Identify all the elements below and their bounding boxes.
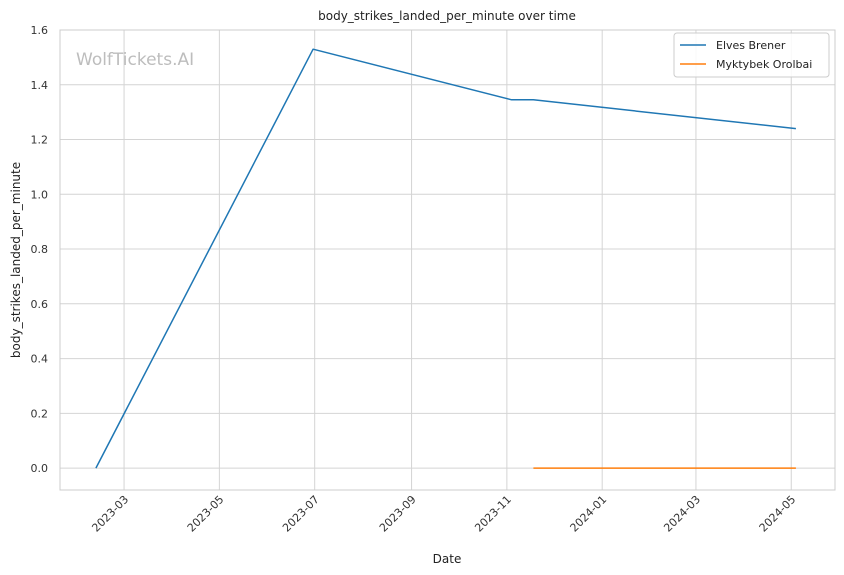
y-axis-title: body_strikes_landed_per_minute — [9, 162, 23, 358]
legend-box — [673, 32, 830, 78]
chart-title: body_strikes_landed_per_minute over time — [318, 9, 576, 23]
plot-frame — [59, 29, 836, 491]
y-tick-label: 1.6 — [31, 24, 49, 37]
series-layer — [95, 48, 796, 469]
legend-label-1: Elves Brener — [716, 39, 786, 52]
y-axis-ticks: 0.0 0.2 0.4 0.6 0.8 1.0 1.2 1.4 1.6 — [31, 24, 49, 475]
y-tick-label: 1.0 — [31, 188, 49, 201]
y-tick-label: 0.2 — [31, 407, 49, 420]
series-line-1 — [95, 48, 796, 469]
y-tick-label: 0.6 — [31, 298, 49, 311]
watermark: WolfTickets.AI — [76, 50, 194, 70]
y-tick-label: 1.4 — [31, 79, 49, 92]
legend-label-2: Myktybek Orolbai — [716, 58, 812, 71]
y-tick-label: 1.2 — [31, 134, 49, 147]
y-tick-label: 0.0 — [31, 462, 49, 475]
x-axis-title: Date — [433, 552, 462, 566]
plot-area — [60, 30, 835, 490]
y-tick-label: 0.4 — [31, 353, 49, 366]
grid-lines — [60, 29, 835, 490]
legend: Elves Brener Myktybek Orolbai — [673, 32, 830, 78]
y-tick-label: 0.8 — [31, 243, 49, 256]
